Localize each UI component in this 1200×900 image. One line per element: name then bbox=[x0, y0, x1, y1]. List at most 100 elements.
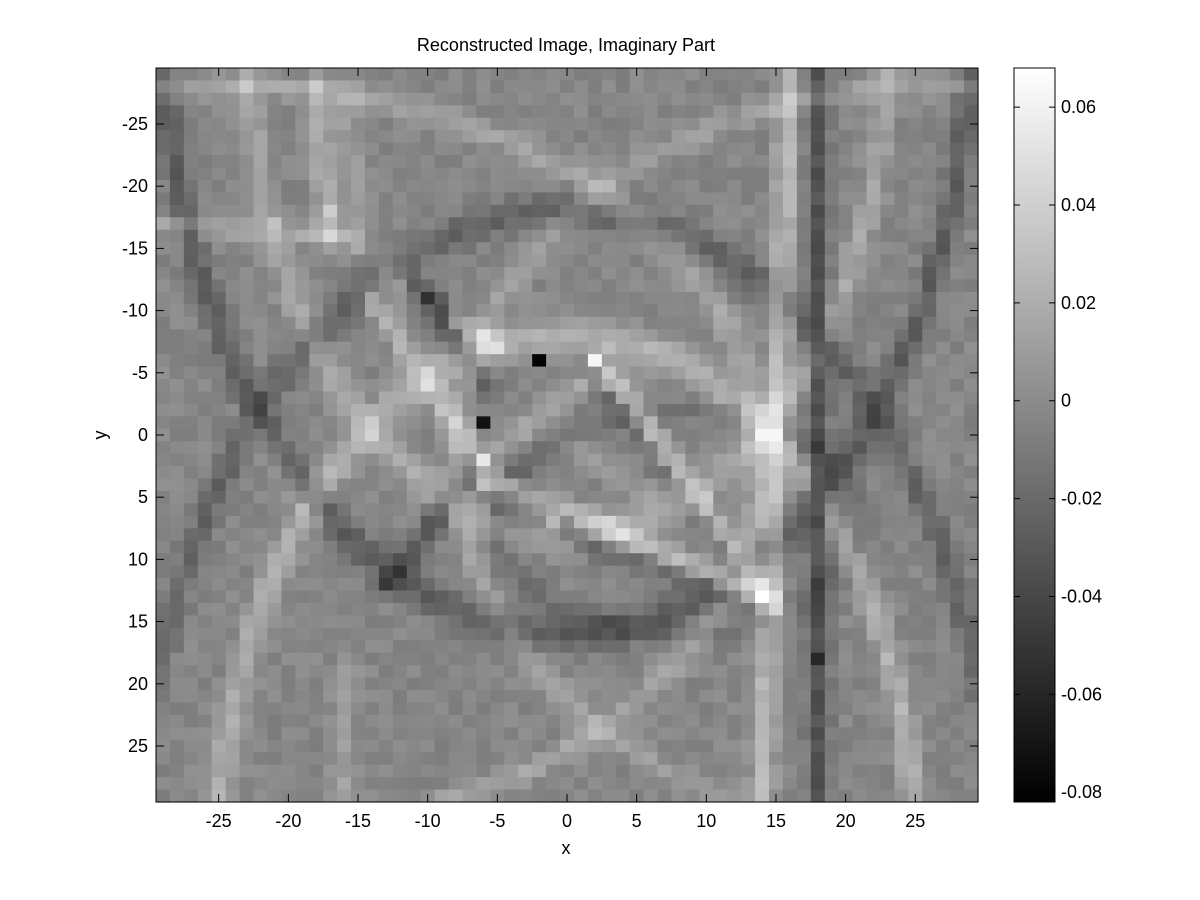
heatmap-cell bbox=[504, 690, 519, 704]
heatmap-cell bbox=[211, 229, 227, 243]
heatmap-cell bbox=[239, 279, 255, 293]
heatmap-cell bbox=[880, 590, 895, 604]
heatmap-cell bbox=[573, 503, 589, 517]
heatmap-cell bbox=[866, 92, 882, 106]
heatmap-cell bbox=[267, 403, 282, 417]
heatmap-cell bbox=[364, 615, 380, 629]
heatmap-cell bbox=[476, 267, 491, 281]
heatmap-cell bbox=[281, 727, 296, 741]
heatmap-cell bbox=[769, 503, 784, 517]
heatmap-cell bbox=[615, 167, 631, 181]
heatmap-cell bbox=[685, 142, 700, 156]
heatmap-cell bbox=[225, 777, 241, 791]
heatmap-cell bbox=[420, 565, 436, 579]
heatmap-cell bbox=[197, 267, 213, 281]
heatmap-cell bbox=[406, 466, 422, 480]
heatmap-cell bbox=[573, 254, 589, 268]
heatmap-cell bbox=[156, 652, 171, 666]
heatmap-cell bbox=[351, 155, 366, 169]
heatmap-cell bbox=[964, 590, 979, 604]
heatmap-cell bbox=[950, 167, 965, 181]
heatmap-cell bbox=[156, 602, 171, 616]
heatmap-cell bbox=[406, 304, 422, 318]
heatmap-cell bbox=[936, 677, 951, 691]
heatmap-cell bbox=[922, 478, 937, 492]
heatmap-cell bbox=[573, 354, 589, 368]
heatmap-cell bbox=[267, 565, 282, 579]
heatmap-cell bbox=[796, 714, 812, 728]
heatmap-cell bbox=[351, 702, 366, 716]
heatmap-cell bbox=[462, 602, 478, 616]
heatmap-cell bbox=[309, 677, 324, 691]
heatmap-cell bbox=[629, 565, 645, 579]
heatmap-cell bbox=[769, 640, 784, 654]
heatmap-cell bbox=[476, 453, 491, 467]
heatmap-cell bbox=[601, 478, 617, 492]
heatmap-cell bbox=[504, 142, 519, 156]
heatmap-cell bbox=[755, 627, 770, 641]
heatmap-cell bbox=[629, 204, 645, 218]
heatmap-cell bbox=[615, 92, 631, 106]
heatmap-cell bbox=[643, 304, 659, 318]
heatmap-cell bbox=[824, 68, 840, 82]
heatmap-cell bbox=[838, 391, 854, 405]
heatmap-cell bbox=[378, 652, 394, 666]
heatmap-cell bbox=[504, 528, 519, 542]
heatmap-cell bbox=[573, 267, 589, 281]
heatmap-cell bbox=[462, 764, 478, 778]
heatmap-cell bbox=[309, 167, 324, 181]
heatmap-cell bbox=[532, 615, 547, 629]
heatmap-cell bbox=[169, 615, 185, 629]
heatmap-cell bbox=[560, 615, 575, 629]
heatmap-cell bbox=[225, 441, 241, 455]
heatmap-cell bbox=[462, 665, 478, 679]
heatmap-cell bbox=[281, 379, 296, 393]
heatmap-cell bbox=[838, 466, 854, 480]
heatmap-cell bbox=[225, 304, 241, 318]
heatmap-cell bbox=[573, 117, 589, 131]
heatmap-cell bbox=[351, 615, 366, 629]
heatmap-cell bbox=[267, 490, 282, 505]
heatmap-cell bbox=[211, 428, 227, 442]
heatmap-cell bbox=[810, 391, 826, 405]
heatmap-cell bbox=[364, 80, 380, 94]
heatmap-cell bbox=[587, 92, 603, 106]
heatmap-cell bbox=[448, 416, 464, 430]
heatmap-cell bbox=[866, 453, 882, 467]
heatmap-cell bbox=[518, 578, 533, 592]
heatmap-cell bbox=[922, 540, 937, 554]
heatmap-cell bbox=[699, 578, 714, 592]
heatmap-cell bbox=[392, 727, 408, 741]
heatmap-cell bbox=[406, 764, 422, 778]
heatmap-cell bbox=[657, 267, 673, 281]
heatmap-cell bbox=[755, 540, 770, 554]
heatmap-cell bbox=[392, 416, 408, 430]
heatmap-cell bbox=[699, 702, 714, 716]
heatmap-cell bbox=[211, 416, 227, 430]
heatmap-cell bbox=[629, 652, 645, 666]
heatmap-cell bbox=[532, 92, 547, 106]
heatmap-cell bbox=[323, 789, 338, 803]
heatmap-cell bbox=[225, 565, 241, 579]
heatmap-cell bbox=[824, 329, 840, 343]
heatmap-cell bbox=[796, 453, 812, 467]
heatmap-cell bbox=[225, 615, 241, 629]
heatmap-cell bbox=[796, 117, 812, 131]
heatmap-cell bbox=[337, 714, 352, 728]
heatmap-cell bbox=[378, 68, 394, 82]
heatmap-cell bbox=[880, 466, 895, 480]
heatmap-cell bbox=[936, 690, 951, 704]
heatmap-cell bbox=[880, 652, 895, 666]
heatmap-cell bbox=[267, 155, 282, 169]
heatmap-cell bbox=[615, 503, 631, 517]
heatmap-cell bbox=[950, 565, 965, 579]
heatmap-cell bbox=[727, 640, 742, 654]
heatmap-cell bbox=[838, 316, 854, 330]
heatmap-cell bbox=[239, 752, 255, 766]
heatmap-cell bbox=[267, 329, 282, 343]
heatmap-cell bbox=[922, 192, 937, 206]
heatmap-cell bbox=[657, 652, 673, 666]
heatmap-cell bbox=[741, 167, 756, 181]
heatmap-cell bbox=[741, 267, 756, 281]
heatmap-cell bbox=[713, 777, 728, 791]
